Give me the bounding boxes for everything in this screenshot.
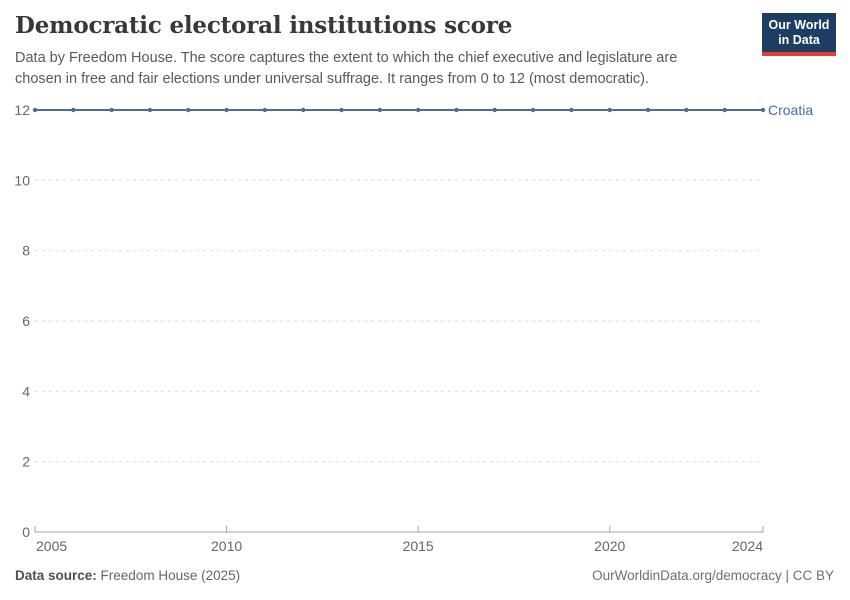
chart-subtitle: Data by Freedom House. The score capture… — [15, 50, 678, 88]
data-point[interactable] — [684, 107, 689, 113]
data-point[interactable] — [415, 107, 421, 113]
y-tick-label: 4 — [22, 383, 30, 399]
series-end-label[interactable]: Croatia — [768, 102, 813, 118]
data-point[interactable] — [492, 107, 497, 113]
data-point[interactable] — [32, 107, 38, 113]
data-point[interactable] — [569, 107, 574, 113]
data-source-note: Data source: Freedom House (2025) — [15, 568, 240, 583]
data-point[interactable] — [645, 107, 651, 113]
x-tick-label: 2005 — [36, 538, 67, 554]
data-point[interactable] — [722, 107, 727, 113]
data-point[interactable] — [186, 107, 191, 113]
data-point[interactable] — [109, 107, 114, 113]
owid-logo-line2: in Data — [778, 33, 820, 47]
data-point[interactable] — [530, 107, 536, 113]
data-point[interactable] — [301, 107, 306, 113]
x-tick-label: 2020 — [594, 538, 625, 554]
data-point[interactable] — [262, 107, 268, 113]
data-point[interactable] — [760, 107, 766, 113]
y-tick-label: 10 — [14, 172, 30, 188]
data-source-label: Data source: — [15, 568, 97, 583]
owid-logo-line1: Our World — [768, 18, 830, 32]
x-tick-label: 2024 — [732, 538, 763, 554]
data-point[interactable] — [71, 107, 76, 113]
owid-logo: Our World in Data — [762, 13, 836, 56]
y-tick-label: 0 — [22, 524, 30, 540]
data-point[interactable] — [224, 107, 229, 113]
data-point[interactable] — [339, 107, 344, 113]
y-tick-label: 12 — [14, 102, 30, 118]
data-point[interactable] — [454, 107, 459, 113]
data-point[interactable] — [607, 107, 612, 113]
data-point[interactable] — [147, 107, 153, 113]
x-tick-label: 2010 — [211, 538, 242, 554]
license-link[interactable]: OurWorldinData.org/democracy | CC BY — [592, 568, 834, 583]
y-tick-label: 8 — [22, 243, 30, 259]
x-tick-label: 2015 — [403, 538, 434, 554]
data-source-value: Freedom House (2025) — [100, 568, 241, 583]
data-point[interactable] — [377, 107, 383, 113]
y-tick-label: 2 — [22, 454, 30, 470]
page-title: Democratic electoral institutions score — [15, 12, 513, 39]
y-tick-label: 6 — [22, 313, 30, 329]
